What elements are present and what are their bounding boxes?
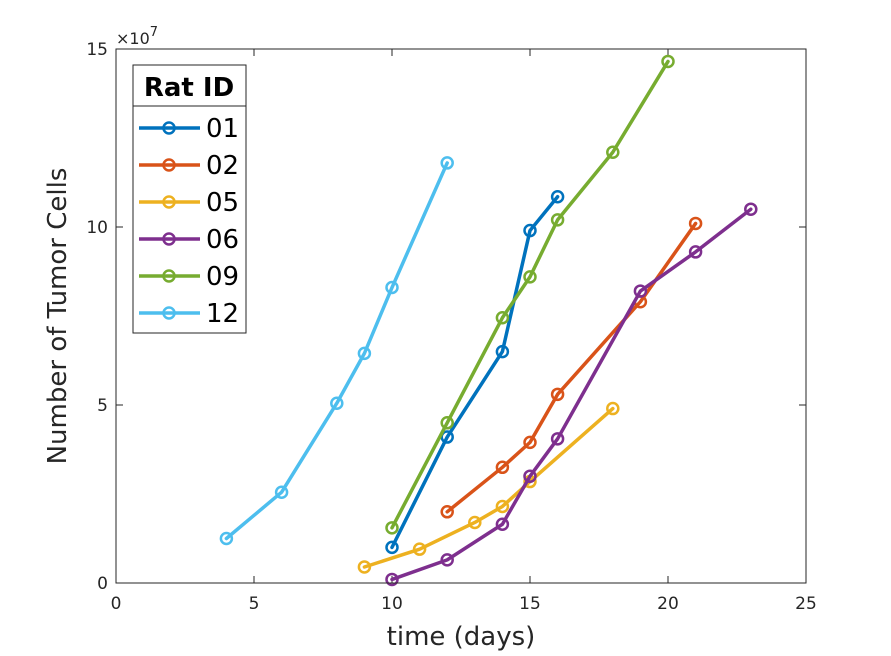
legend-marker <box>162 306 176 320</box>
legend-items: 01 02 05 06 09 12 <box>139 114 239 329</box>
series-05 <box>357 401 620 574</box>
data-point <box>661 54 675 69</box>
data-point <box>523 435 537 450</box>
data-point <box>385 540 399 555</box>
x-axis-label: time (days) <box>387 622 536 652</box>
data-point <box>385 521 399 535</box>
series-01 <box>385 189 565 555</box>
data-point <box>274 485 289 499</box>
data-point <box>385 572 399 587</box>
data-point <box>550 432 565 446</box>
x-tick-label: 5 <box>249 594 260 614</box>
x-tick-label: 15 <box>519 594 541 614</box>
legend-marker <box>162 269 176 283</box>
series-line <box>445 221 698 514</box>
data-point <box>357 560 372 574</box>
y-axis-label: Number of Tumor Cells <box>43 168 73 465</box>
legend-label: 01 <box>206 114 239 144</box>
series-layer <box>219 54 758 587</box>
series-12 <box>219 156 454 546</box>
legend-item-12: 12 <box>139 299 239 329</box>
data-point <box>495 499 510 514</box>
data-point <box>468 515 482 530</box>
data-point <box>440 156 454 170</box>
data-point <box>330 396 344 410</box>
series-02 <box>440 216 703 519</box>
legend-label: 09 <box>206 262 239 292</box>
legend-box <box>132 64 247 334</box>
x-tick-label: 20 <box>657 594 679 614</box>
data-point <box>550 189 565 204</box>
data-point <box>550 387 565 402</box>
data-point <box>412 542 427 556</box>
data-point <box>606 145 620 159</box>
data-point <box>688 245 703 259</box>
legend-item-06: 06 <box>139 225 239 255</box>
legend-marker <box>162 158 176 172</box>
data-point <box>523 469 537 483</box>
x-tick-label: 0 <box>111 594 122 614</box>
data-point <box>219 531 234 546</box>
legend-marker <box>162 195 176 209</box>
data-point <box>495 311 510 325</box>
series-09 <box>385 54 675 535</box>
y-tick-label: 10 <box>86 218 108 238</box>
data-point <box>440 553 454 567</box>
series-line <box>362 406 615 569</box>
legend-label: 06 <box>206 225 239 255</box>
legend-label: 02 <box>206 151 239 181</box>
y-tick-label: 15 <box>86 40 108 60</box>
data-point <box>550 213 565 227</box>
plot-frame <box>115 48 807 584</box>
legend-label: 12 <box>206 299 239 329</box>
data-point <box>744 202 758 216</box>
legend-marker <box>162 121 176 135</box>
y-axis-multiplier: ×107 <box>116 25 158 48</box>
legend-item-05: 05 <box>139 188 239 218</box>
data-point <box>523 223 537 238</box>
series-line <box>224 161 449 541</box>
data-point <box>495 460 510 475</box>
legend-item-09: 09 <box>139 262 239 292</box>
legend-title: Rat ID <box>144 73 234 103</box>
legend-item-02: 02 <box>139 151 239 181</box>
data-point <box>606 401 620 416</box>
y-tick-label: 5 <box>97 396 108 416</box>
legend: Rat ID 01 02 05 06 09 12 <box>132 64 247 334</box>
data-point <box>440 505 454 519</box>
legend-marker <box>162 232 176 246</box>
data-point <box>633 284 648 298</box>
data-point <box>495 517 510 532</box>
x-tick-label: 10 <box>381 594 403 614</box>
data-point <box>495 344 510 359</box>
data-point <box>440 430 454 444</box>
series-line <box>390 207 753 582</box>
legend-label: 05 <box>206 188 239 218</box>
data-point <box>385 280 399 295</box>
data-point <box>357 346 372 361</box>
series-06 <box>385 202 758 587</box>
data-point <box>440 416 454 430</box>
series-line <box>390 194 560 550</box>
data-point <box>523 270 537 284</box>
x-tick-label: 25 <box>795 594 817 614</box>
legend-item-01: 01 <box>139 114 239 144</box>
data-point <box>688 216 703 231</box>
series-line <box>390 59 670 530</box>
y-tick-label: 0 <box>97 574 108 594</box>
